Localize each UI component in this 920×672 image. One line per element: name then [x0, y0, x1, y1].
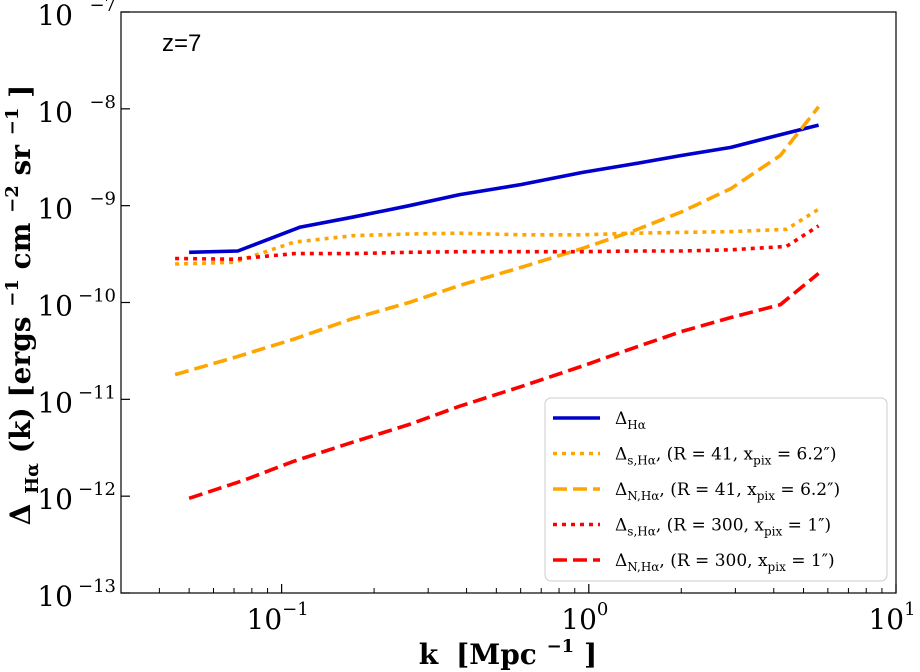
legend-label-delta-n-halpha-r300: ΔN,Hα, (R = 300, xpix = 1″)	[615, 551, 835, 574]
x-tick-label: 101	[868, 599, 915, 636]
y-axis-label-rest: (k) [ergs	[4, 316, 37, 453]
series-layer	[174, 105, 821, 501]
y-axis-label-cm: cm	[4, 223, 37, 270]
y-axis-label-sr: sr	[4, 144, 37, 176]
x-axis-label-unit-exp: −1	[547, 636, 575, 657]
legend-label-delta-s-halpha-r300: Δs,Hα, (R = 300, xpix = 1″)	[615, 516, 831, 539]
legend: ΔHα Δs,Hα, (R = 41, xpix = 6.2″) ΔN,Hα, (R…	[544, 397, 888, 582]
y-tick-label: 10 −13	[37, 576, 116, 613]
y-tick-label: 10 −7	[37, 0, 116, 32]
y-axis-label-e3: −1	[2, 108, 23, 136]
x-tick-label: 100	[561, 599, 608, 636]
series-line-delta-n-halpha-r41	[174, 105, 821, 377]
y-axis-label-var: Δ	[4, 504, 37, 526]
y-tick-label: 10 −8	[37, 92, 116, 129]
series-line-delta-s-halpha-r300	[175, 224, 820, 261]
x-axis-label-unit: [Mpc	[456, 638, 537, 671]
x-axis-label: k [Mpc −1 ]	[419, 626, 597, 671]
legend-label-delta-s-halpha-r41: Δs,Hα, (R = 41, xpix = 6.2″)	[615, 445, 837, 468]
legend-label-delta-halpha: ΔHα	[615, 409, 646, 432]
y-axis-label: Δ Hα (k) [ergs −1 cm −2 sr −1 ]	[0, 85, 45, 526]
x-axis-label-var: k	[419, 638, 439, 671]
redshift-annotation: z=7	[162, 30, 201, 57]
y-tick-label: 10 −12	[37, 479, 116, 516]
x-tick-label: 10−1	[247, 599, 309, 636]
ticks-layer: 10−1 100 101 10−13 10−12 10−11 10−10 10−9 10−8 10…	[37, 0, 915, 636]
series-line-delta-s-halpha-r41	[175, 207, 820, 266]
y-axis-label-e2: −2	[2, 185, 23, 213]
legend-box	[544, 397, 888, 582]
y-axis-label-close: ]	[4, 85, 37, 98]
legend-label-delta-n-halpha-r41: ΔN,Hα, (R = 41, xpix = 6.2″)	[615, 480, 840, 503]
y-tick-label: 10 −11	[37, 382, 116, 419]
y-tick-label: 10 −9	[37, 189, 116, 226]
y-axis-label-sub: Hα	[22, 463, 43, 494]
x-axis-label-close: ]	[584, 638, 597, 671]
legend-entries: ΔHα Δs,Hα, (R = 41, xpix = 6.2″) ΔN,Hα, (R…	[553, 409, 840, 574]
y-axis-label-e1: −1	[2, 279, 23, 307]
series-line-delta-halpha	[189, 123, 820, 255]
y-tick-label: 10 −10	[37, 286, 116, 323]
series-line-delta-n-halpha-r300	[188, 272, 820, 501]
